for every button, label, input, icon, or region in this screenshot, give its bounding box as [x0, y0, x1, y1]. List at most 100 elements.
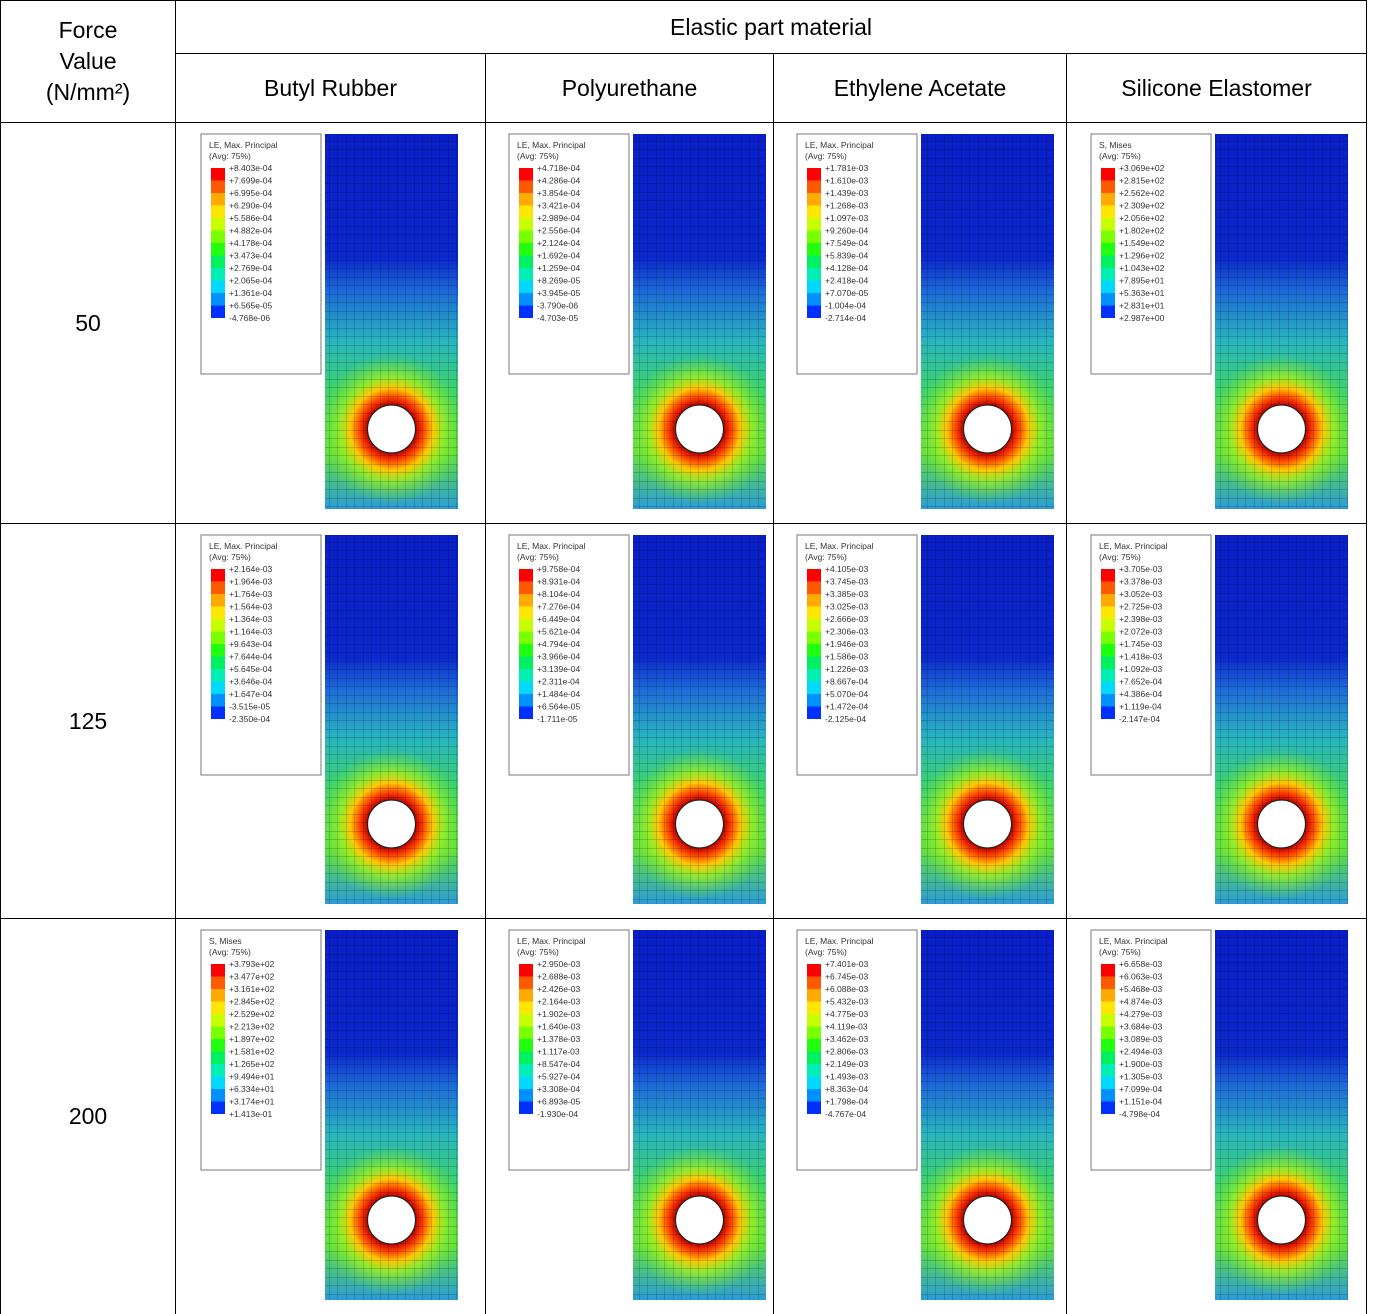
legend-value: +3.174e+01	[229, 1096, 275, 1106]
legend-value: +1.745e-03	[1119, 639, 1163, 649]
legend-swatch	[1101, 255, 1115, 268]
legend-swatch	[1101, 1089, 1115, 1102]
legend-value: +2.311e-04	[537, 676, 580, 686]
legend-swatch	[1101, 1014, 1115, 1027]
legend-title: LE, Max. Principal	[805, 936, 874, 946]
legend-value: +1.586e-03	[825, 651, 869, 661]
legend-swatch	[1101, 1076, 1115, 1089]
legend-value: +1.265e+02	[229, 1059, 275, 1069]
legend-swatch	[519, 1001, 533, 1014]
legend-value: +2.418e-04	[825, 275, 869, 285]
legend-swatch	[1101, 656, 1115, 669]
legend-value: +1.610e-03	[825, 175, 869, 185]
legend-swatch	[211, 694, 225, 707]
legend-value: +2.831e+01	[1119, 300, 1165, 310]
legend-swatch	[211, 280, 225, 293]
legend-swatch	[807, 1026, 821, 1039]
legend-value: +2.815e+02	[1119, 175, 1165, 185]
legend-swatch	[519, 205, 533, 218]
legend-swatch	[211, 606, 225, 619]
legend-value: +5.432e-03	[825, 996, 869, 1006]
legend-swatch	[1101, 180, 1115, 193]
legend-value: +3.052e-03	[1119, 589, 1163, 599]
legend-value: +6.290e-04	[229, 200, 273, 210]
legend-value: +1.226e-03	[825, 664, 869, 674]
legend-value: +2.556e-04	[537, 225, 581, 235]
legend-value: +5.927e-04	[537, 1071, 581, 1081]
legend-swatch	[211, 656, 225, 669]
legend-value: +3.161e+02	[229, 984, 275, 994]
legend-swatch	[211, 1051, 225, 1064]
legend-swatch	[211, 631, 225, 644]
plot-cell: LE, Max. Principal(Avg: 75%)+4.105e-03+3…	[774, 524, 1067, 919]
result-row: 200S, Mises(Avg: 75%)+3.793e+02+3.477e+0…	[1, 919, 1367, 1314]
legend-value: +7.549e-04	[825, 238, 869, 248]
legend-value: +3.793e+02	[229, 959, 275, 969]
plot-cell: LE, Max. Principal(Avg: 75%)+2.950e-03+2…	[486, 919, 774, 1314]
legend-swatch	[519, 1039, 533, 1052]
legend-value: +1.413e-01	[229, 1109, 273, 1119]
legend-value: +2.806e-03	[825, 1046, 869, 1056]
legend-swatch	[211, 1089, 225, 1102]
legend-swatch	[211, 305, 225, 318]
contour-plot: LE, Max. Principal(Avg: 75%)+8.403e-04+7…	[176, 124, 484, 523]
legend-value: +4.386e-04	[1119, 689, 1163, 699]
legend-swatch	[211, 1001, 225, 1014]
legend-swatch	[1101, 964, 1115, 977]
legend-value: +4.128e-04	[825, 263, 869, 273]
legend-swatch	[807, 230, 821, 243]
legend-value: +3.385e-03	[825, 589, 869, 599]
legend-swatch	[519, 644, 533, 657]
legend-value: +9.494e+01	[229, 1071, 275, 1081]
legend-value: +1.781e-03	[825, 163, 869, 173]
legend-swatch	[519, 706, 533, 719]
legend-value: +1.164e-03	[229, 626, 273, 636]
legend-value: +2.725e-03	[1119, 601, 1163, 611]
legend-value: +1.117e-03	[537, 1046, 580, 1056]
legend-value: +1.151e-04	[1119, 1096, 1163, 1106]
legend-value: -2.350e-04	[229, 714, 270, 724]
page: Force Value (N/mm²) Elastic part materia…	[0, 0, 1373, 1314]
legend-value: +6.334e+01	[229, 1084, 275, 1094]
hole	[676, 405, 724, 453]
legend-value: +5.586e-04	[229, 213, 273, 223]
legend-swatch	[211, 706, 225, 719]
legend-swatch	[1101, 168, 1115, 181]
legend-subtitle: (Avg: 75%)	[209, 552, 251, 562]
legend-value: -1.004e-04	[825, 300, 866, 310]
legend-swatch	[519, 594, 533, 607]
legend-swatch	[519, 268, 533, 281]
hole	[368, 1196, 416, 1244]
legend-swatch	[211, 218, 225, 231]
legend-value: +1.361e-04	[229, 288, 273, 298]
legend-swatch	[1101, 1101, 1115, 1114]
legend-value: +3.745e-03	[825, 576, 869, 586]
legend-swatch	[1101, 631, 1115, 644]
legend-value: +1.692e-04	[537, 250, 581, 260]
legend-value: +7.644e-04	[229, 651, 273, 661]
legend-value: +3.308e-04	[537, 1084, 581, 1094]
legend-value: +3.646e-04	[229, 676, 273, 686]
legend-value: -4.767e-04	[825, 1109, 866, 1119]
legend-swatch	[211, 255, 225, 268]
plot-cell: LE, Max. Principal(Avg: 75%)+1.781e-03+1…	[774, 123, 1067, 524]
legend-value: +3.378e-03	[1119, 576, 1163, 586]
legend-swatch	[519, 243, 533, 256]
legend-value: +5.363e+01	[1119, 288, 1165, 298]
legend-swatch	[1101, 280, 1115, 293]
legend-swatch	[1101, 268, 1115, 281]
legend-value: -4.768e-06	[229, 313, 270, 323]
legend-swatch	[807, 1001, 821, 1014]
legend-value: +3.854e-04	[537, 188, 581, 198]
legend-value: -4.703e-05	[537, 313, 578, 323]
legend-swatch	[807, 581, 821, 594]
legend-swatch	[1101, 594, 1115, 607]
legend-value: +6.658e-03	[1119, 959, 1163, 969]
legend-swatch	[1101, 606, 1115, 619]
legend-value: +6.449e-04	[537, 614, 581, 624]
legend-swatch	[1101, 989, 1115, 1002]
legend-swatch	[1101, 706, 1115, 719]
legend-value: +3.089e-03	[1119, 1034, 1163, 1044]
